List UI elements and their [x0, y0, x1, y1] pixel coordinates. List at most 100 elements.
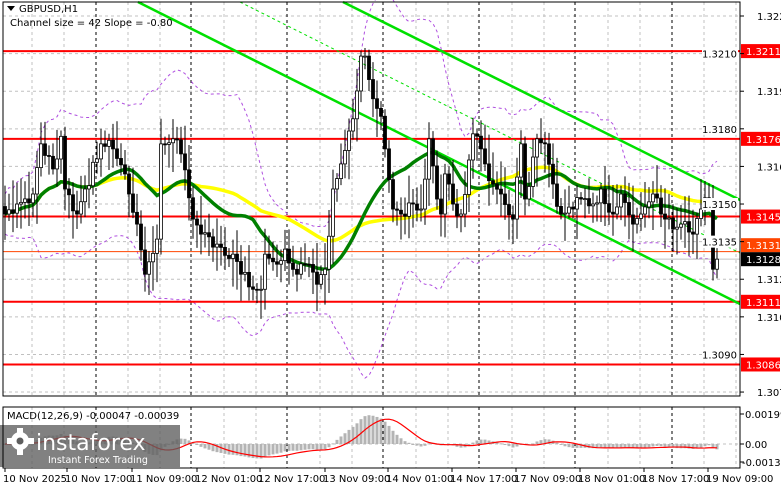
macd-bar — [487, 440, 491, 444]
candle-body — [483, 148, 487, 165]
candle-body — [211, 236, 215, 248]
candle-body — [623, 193, 627, 203]
candle-body — [287, 248, 291, 264]
price-tick-label: 1.3225 — [757, 12, 781, 23]
macd-bar — [239, 444, 243, 457]
gear-icon — [7, 428, 34, 455]
macd-bar — [303, 444, 307, 450]
macd-bar — [343, 433, 347, 444]
macd-bar — [299, 444, 303, 451]
time-tick-label: 13 Nov 09:00 — [323, 474, 390, 485]
macd-bar — [459, 444, 463, 448]
macd-bar — [663, 444, 667, 447]
candle-body — [291, 262, 295, 270]
candle-body — [511, 214, 515, 220]
price-level-label: 1.3211 — [746, 47, 781, 58]
logo-tagline: Instant Forex Trading — [48, 455, 148, 466]
macd-bar — [311, 444, 315, 450]
candle-body — [475, 133, 479, 137]
macd-bar — [515, 444, 519, 447]
candle-body — [463, 194, 467, 215]
price-tick-label-bg — [702, 122, 738, 135]
candle-body — [575, 197, 579, 210]
candle-body — [91, 161, 95, 187]
macd-bar — [691, 444, 695, 449]
candle-body — [603, 188, 607, 205]
candle-body — [523, 143, 527, 200]
candle-body — [651, 193, 655, 203]
time-tick-label: 17 Nov 09:00 — [514, 474, 581, 485]
upper-band — [4, 0, 718, 227]
candle-body — [231, 253, 235, 259]
candle-body — [267, 253, 271, 259]
candle-body — [519, 143, 523, 178]
price-level-label-bg — [741, 357, 780, 372]
time-tick-label: 10 Nov 2025 — [3, 474, 67, 485]
macd-bar — [603, 444, 607, 448]
time-tick-label: 18 Nov 01:00 — [578, 474, 645, 485]
candle-body — [567, 206, 571, 214]
macd-bar — [287, 444, 291, 451]
candle-body — [423, 178, 427, 210]
candle-body — [395, 208, 399, 211]
dropdown-triangle-icon[interactable] — [7, 6, 15, 11]
candle-body — [487, 163, 491, 182]
regression-channel — [137, 0, 741, 306]
macd-bar — [359, 419, 363, 444]
candle-body — [639, 213, 643, 219]
candle-body — [543, 142, 547, 145]
price-axis[interactable]: 1.3211 1.3176 1.3145 1.3111 1.3086 1.3131 1.31… — [702, 12, 781, 399]
macd-bar — [483, 439, 487, 444]
candle-body — [111, 139, 115, 150]
macd-bar — [531, 443, 535, 445]
candle-body — [411, 202, 415, 205]
candle-body — [663, 213, 667, 220]
price-tick-label: 1.3195 — [757, 87, 781, 98]
candle-body — [307, 263, 311, 266]
candle-body — [123, 164, 127, 175]
candle-body — [283, 248, 287, 262]
candle-body — [563, 212, 567, 215]
price-level-label-bg — [741, 294, 780, 309]
macd-bar — [543, 439, 547, 444]
macd-bar — [667, 444, 671, 447]
candle-body — [379, 107, 383, 117]
candle-body — [371, 79, 375, 100]
candle-body — [115, 148, 119, 159]
candle-body — [19, 201, 23, 205]
candles — [3, 48, 719, 319]
macd-bar — [631, 444, 635, 449]
macd-bar — [579, 444, 583, 448]
macd-tick: 0.00199 — [745, 410, 781, 421]
macd-bar — [619, 444, 623, 448]
candle-body — [359, 55, 363, 92]
macd-bar — [655, 444, 659, 446]
price-tick-label-bg — [702, 235, 738, 248]
macd-bar — [587, 444, 591, 449]
candle-body — [447, 173, 451, 185]
candle-body — [223, 246, 227, 256]
candle-body — [75, 210, 79, 215]
macd-bar — [475, 440, 479, 444]
logo-brand: instaforex — [36, 431, 146, 456]
candle-body — [135, 211, 139, 225]
candle-body — [611, 211, 615, 215]
macd-bar — [615, 444, 619, 449]
macd-bar — [275, 444, 279, 454]
candle-body — [119, 158, 123, 166]
time-tick-label: 14 Nov 01:00 — [386, 474, 453, 485]
candle-body — [79, 201, 83, 215]
macd-bar — [479, 439, 483, 444]
candle-body — [659, 197, 663, 215]
price-tick-label: 1.3150 — [702, 200, 737, 211]
candle-body — [215, 243, 219, 248]
candle-body — [251, 286, 255, 290]
candle-body — [675, 226, 679, 230]
macd-bar — [375, 416, 379, 444]
candle-body — [195, 218, 199, 226]
candle-body — [323, 268, 327, 276]
macd-bar — [219, 444, 223, 453]
candle-body — [43, 143, 47, 156]
